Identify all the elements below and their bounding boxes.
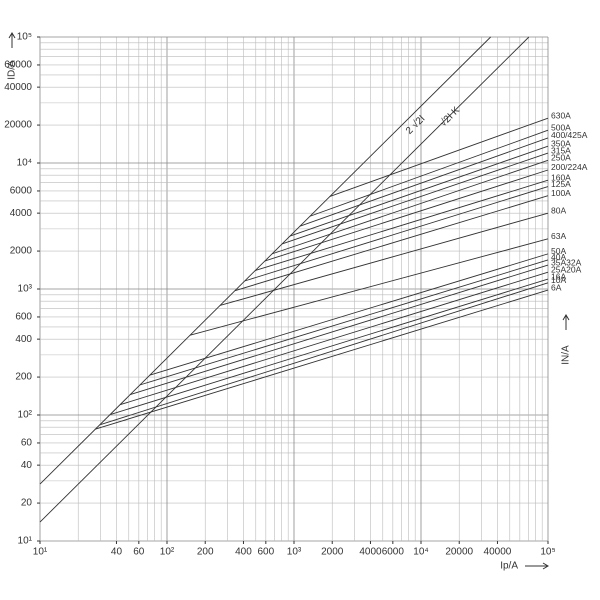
series-label: 50A	[551, 246, 566, 256]
series-label: 63A	[551, 231, 566, 241]
series-label: 16A	[551, 271, 566, 281]
series-label: 500A	[551, 122, 571, 132]
x-tick-label: 200	[197, 547, 214, 558]
y-tick-label: 40	[21, 460, 33, 471]
y-tick-label: 2000	[10, 246, 33, 257]
x-tick-label: 600	[257, 547, 274, 558]
x-axis-label: Ip/A	[500, 561, 518, 572]
y-tick-label: 10³	[18, 284, 33, 295]
fuse-curve	[309, 129, 549, 217]
y2-axis-label: IN/A	[561, 345, 572, 365]
x-tick-label: 40	[111, 547, 123, 558]
x-tick-label: 10²	[160, 547, 175, 558]
fuse-curve	[234, 195, 549, 292]
series-label: 315A	[551, 145, 571, 155]
y-tick-label: 10¹	[18, 536, 33, 547]
y-axis-label: ID/A	[7, 60, 18, 80]
series-label: 630A	[551, 110, 571, 120]
x-tick-label: 10¹	[33, 547, 48, 558]
fuse-curve	[129, 264, 549, 396]
x-tick-label: 6000	[382, 547, 405, 558]
series-label: 250A	[551, 153, 571, 163]
series-label: 400/425A	[551, 130, 588, 140]
series-label: 80A	[551, 205, 566, 215]
fuse-curve	[100, 282, 549, 425]
fuse-curve	[244, 186, 549, 282]
fuse-curve	[120, 271, 549, 405]
x-tick-label: 400	[235, 547, 252, 558]
reference-line-label: √2I K	[437, 104, 462, 129]
series-label: 100A	[551, 188, 571, 198]
fuse-curve	[271, 159, 549, 255]
y-tick-label: 60000	[4, 60, 32, 71]
fuse-curve	[299, 137, 549, 227]
series-label: 160A	[551, 172, 571, 182]
x-tick-label: 20000	[445, 547, 473, 558]
fuse-curve	[264, 169, 549, 262]
fuse-curve	[189, 238, 549, 336]
y-arrow	[8, 32, 16, 48]
y-tick-label: 20	[21, 498, 33, 509]
series-label: 35A32A	[551, 257, 582, 267]
y-tick-label: 20000	[4, 120, 32, 131]
fuse-curve	[329, 117, 549, 197]
series-label: 350A	[551, 138, 571, 148]
y-tick-label: 4000	[10, 208, 33, 219]
fuse-curve	[139, 259, 549, 386]
series-label: 125A	[551, 179, 571, 189]
fuse-curve	[281, 152, 549, 245]
x-tick-label: 10³	[287, 547, 302, 558]
y-tick-label: 6000	[10, 186, 33, 197]
x-tick-label: 10⁴	[413, 547, 428, 558]
y-tick-label: 40000	[4, 82, 32, 93]
series-label: 6A	[551, 282, 562, 292]
y-tick-label: 10⁴	[17, 158, 32, 169]
x-tick-label: 2000	[321, 547, 344, 558]
x-arrow	[525, 562, 549, 570]
y-tick-label: 60	[21, 438, 33, 449]
series-label: 25A20A	[551, 264, 582, 274]
y-tick-label: 10⁵	[17, 32, 32, 43]
series-label: 200/224A	[551, 162, 588, 172]
y-tick-label: 400	[15, 334, 32, 345]
y-tick-label: 600	[15, 312, 32, 323]
reference-line	[39, 36, 530, 523]
x-tick-label: 4000	[359, 547, 382, 558]
x-tick-label: 60	[133, 547, 145, 558]
fuse-curve	[219, 212, 549, 306]
x-tick-label: 40000	[484, 547, 512, 558]
y2-arrow	[562, 314, 570, 330]
fuse-curve	[289, 145, 549, 237]
y-tick-label: 10²	[18, 410, 33, 421]
fuse-curve	[149, 253, 549, 376]
fuse-curve	[254, 179, 549, 272]
fuse-curve	[94, 289, 549, 430]
fuse-curve	[110, 278, 549, 415]
x-tick-label: 10⁵	[540, 547, 555, 558]
y-tick-label: 200	[15, 372, 32, 383]
series-label: 10A	[551, 275, 566, 285]
series-label: 40A	[551, 252, 566, 262]
